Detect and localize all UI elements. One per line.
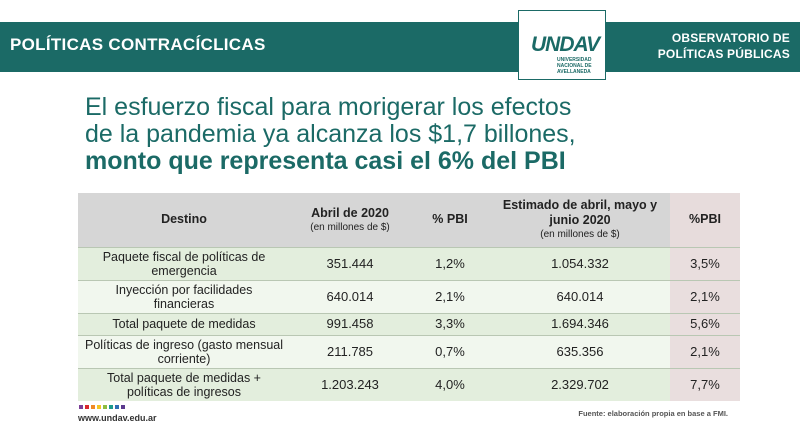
cell-estimado: 635.356 xyxy=(490,334,670,368)
cell-pbi-2: 3,5% xyxy=(670,246,740,280)
cell-abril: 351.444 xyxy=(290,246,410,280)
cell-pbi-1: 3,3% xyxy=(410,312,490,335)
header-abril: Abril de 2020 (en millones de $) xyxy=(290,193,410,247)
observatory-line-2: POLÍTICAS PÚBLICAS xyxy=(657,47,790,61)
color-dots xyxy=(79,405,125,409)
header-estimado-unit: (en millones de $) xyxy=(540,229,620,241)
cell-pbi-1: 4,0% xyxy=(410,367,490,401)
header-title: POLÍTICAS CONTRACÍCLICAS xyxy=(10,35,266,54)
header-destino: Destino xyxy=(78,193,290,247)
headline-line-1: El esfuerzo fiscal para morigerar los ef… xyxy=(85,93,572,121)
cell-pbi-2: 5,6% xyxy=(670,312,740,335)
observatory-title: OBSERVATORIO DE POLÍTICAS PÚBLICAS xyxy=(658,30,790,62)
header-bar xyxy=(0,22,800,72)
table-row: Total paquete de medidas + políticas de … xyxy=(78,367,740,401)
cell-pbi-1: 0,7% xyxy=(410,334,490,368)
header-abril-label: Abril de 2020 xyxy=(311,205,389,220)
color-dot xyxy=(115,405,119,409)
color-dot xyxy=(97,405,101,409)
cell-pbi-2: 7,7% xyxy=(670,367,740,401)
color-dot xyxy=(121,405,125,409)
undav-logo: UNDAV UNIVERSIDAD NACIONAL DE AVELLANEDA xyxy=(518,10,606,80)
fiscal-table: Destino Abril de 2020 (en millones de $)… xyxy=(78,193,740,401)
cell-destino: Políticas de ingreso (gasto mensual corr… xyxy=(78,334,290,368)
cell-pbi-2: 2,1% xyxy=(670,279,740,313)
cell-estimado: 1.694.346 xyxy=(490,312,670,335)
cell-estimado: 1.054.332 xyxy=(490,246,670,280)
table-row: Inyección por facilidades financieras 64… xyxy=(78,279,740,313)
table-row: Paquete fiscal de políticas de emergenci… xyxy=(78,246,740,280)
headline-line-3: monto que representa casi el 6% del PBI xyxy=(85,147,566,175)
color-dot xyxy=(79,405,83,409)
cell-destino: Paquete fiscal de políticas de emergenci… xyxy=(78,246,290,280)
header-pbi-1: % PBI xyxy=(410,193,490,247)
observatory-line-1: OBSERVATORIO DE xyxy=(671,31,790,45)
cell-estimado: 2.329.702 xyxy=(490,367,670,401)
cell-pbi-2: 2,1% xyxy=(670,334,740,368)
cell-destino: Inyección por facilidades financieras xyxy=(78,279,290,313)
cell-abril: 211.785 xyxy=(290,334,410,368)
headline: El esfuerzo fiscal para morigerar los ef… xyxy=(85,94,725,175)
cell-destino: Total paquete de medidas + políticas de … xyxy=(78,367,290,401)
source-note: Fuente: elaboración propia en base a FMI… xyxy=(578,409,728,418)
cell-abril: 640.014 xyxy=(290,279,410,313)
website-link[interactable]: www.undav.edu.ar xyxy=(78,413,157,423)
headline-line-2: de la pandemia ya alcanza los $1,7 billo… xyxy=(85,120,576,148)
table-row: Políticas de ingreso (gasto mensual corr… xyxy=(78,334,740,368)
color-dot xyxy=(109,405,113,409)
color-dot xyxy=(103,405,107,409)
table-row: Total paquete de medidas 991.458 3,3% 1.… xyxy=(78,312,740,335)
logo-text: UNDAV xyxy=(531,33,600,56)
header-estimado: Estimado de abril, mayo y junio 2020 (en… xyxy=(490,193,670,247)
header-pbi-2: %PBI xyxy=(670,193,740,247)
table-header-row: Destino Abril de 2020 (en millones de $)… xyxy=(78,193,740,247)
color-dot xyxy=(91,405,95,409)
header-estimado-label: Estimado de abril, mayo y junio 2020 xyxy=(502,198,658,228)
cell-pbi-1: 2,1% xyxy=(410,279,490,313)
cell-abril: 1.203.243 xyxy=(290,367,410,401)
color-dot xyxy=(85,405,89,409)
header-abril-unit: (en millones de $) xyxy=(310,221,390,233)
cell-abril: 991.458 xyxy=(290,312,410,335)
cell-pbi-1: 1,2% xyxy=(410,246,490,280)
cell-estimado: 640.014 xyxy=(490,279,670,313)
cell-destino: Total paquete de medidas xyxy=(78,312,290,335)
logo-subtitle: UNIVERSIDAD NACIONAL DE AVELLANEDA xyxy=(557,57,592,75)
